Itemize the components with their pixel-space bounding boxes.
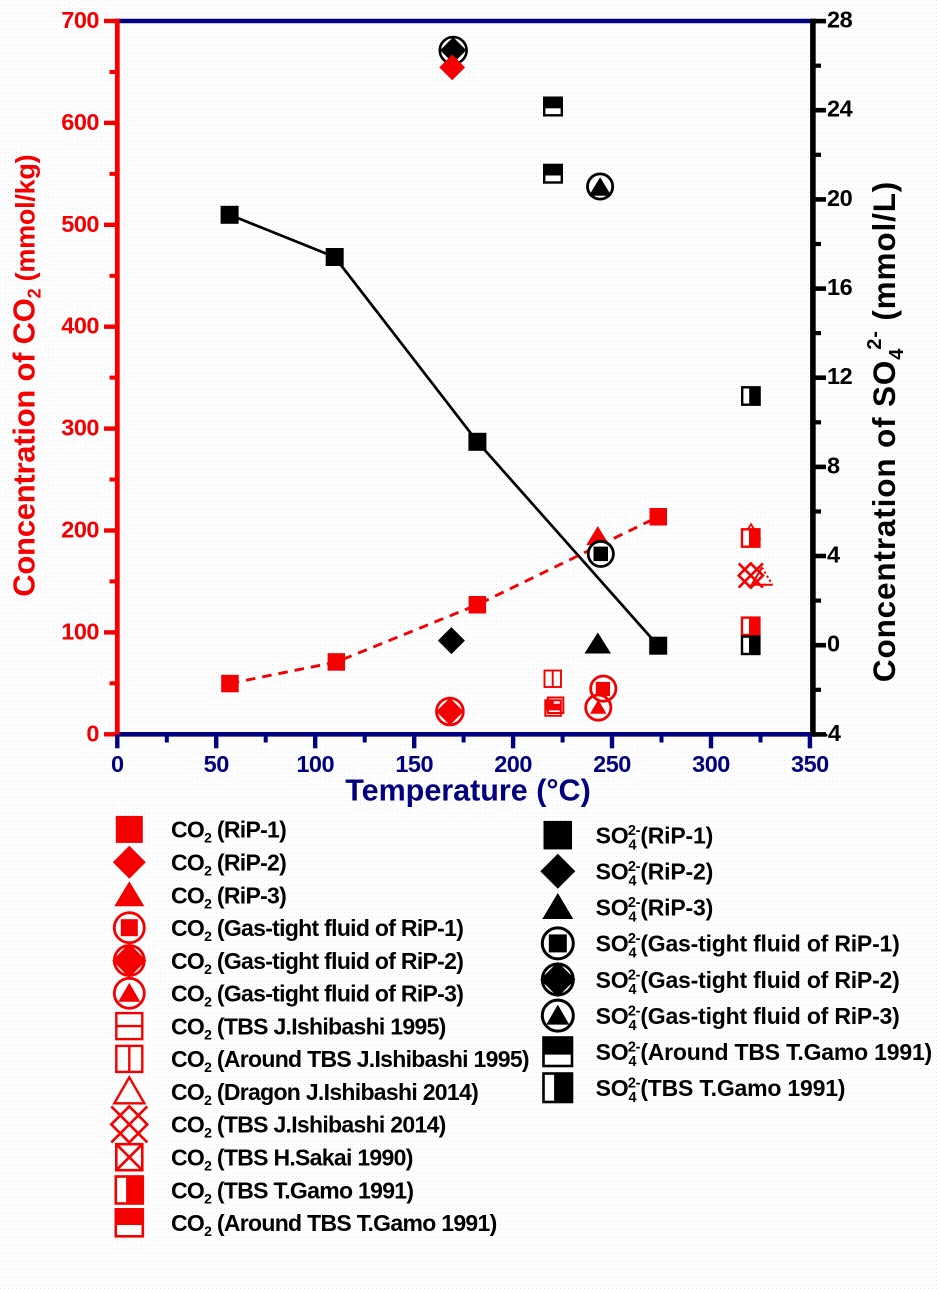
- svg-text:400: 400: [61, 313, 99, 339]
- svg-text:CO2 (RiP-2): CO2 (RiP-2): [171, 850, 286, 879]
- svg-text:CO2 (Around TBS J.Ishibashi 19: CO2 (Around TBS J.Ishibashi 1995): [171, 1046, 529, 1075]
- svg-text:0: 0: [111, 751, 124, 777]
- svg-text:CO2 (Dragon J.Ishibashi 2014): CO2 (Dragon J.Ishibashi 2014): [171, 1079, 478, 1108]
- svg-text:CO2 (Gas-tight fluid of RiP-2): CO2 (Gas-tight fluid of RiP-2): [171, 948, 463, 977]
- svg-text:SO42-(Gas-tight fluid of RiP-2: SO42-(Gas-tight fluid of RiP-2): [596, 967, 900, 998]
- svg-text:SO42-(Gas-tight fluid of RiP-3: SO42-(Gas-tight fluid of RiP-3): [596, 1003, 900, 1034]
- svg-text:CO2 (Around TBS T.Gamo 1991): CO2 (Around TBS T.Gamo 1991): [171, 1210, 497, 1239]
- svg-text:50: 50: [204, 751, 230, 777]
- svg-text:0: 0: [86, 720, 99, 746]
- svg-text:300: 300: [61, 415, 99, 441]
- svg-text:Concentration of SO42- (mmol/L: Concentration of SO42- (mmol/L): [864, 181, 908, 682]
- svg-text:CO2 (Gas-tight fluid of RiP-1): CO2 (Gas-tight fluid of RiP-1): [171, 915, 463, 944]
- svg-text:600: 600: [61, 109, 99, 135]
- svg-text:CO2 (TBS H.Sakai 1990): CO2 (TBS H.Sakai 1990): [171, 1145, 413, 1174]
- svg-text:CO2 (TBS J.Ishibashi 2014): CO2 (TBS J.Ishibashi 2014): [171, 1112, 446, 1141]
- svg-text:SO42-(RiP-1): SO42-(RiP-1): [596, 822, 713, 853]
- svg-text:CO2 (TBS T.Gamo 1991): CO2 (TBS T.Gamo 1991): [171, 1177, 413, 1206]
- svg-text:Concentration of CO2 (mmol/kg): Concentration of CO2 (mmol/kg): [7, 155, 45, 597]
- svg-text:CO2 (Gas-tight fluid of RiP-3): CO2 (Gas-tight fluid of RiP-3): [171, 981, 463, 1010]
- svg-text:700: 700: [61, 7, 99, 33]
- svg-text:20: 20: [827, 185, 853, 211]
- svg-text:150: 150: [395, 751, 433, 777]
- svg-text:Temperature (°C): Temperature (°C): [345, 774, 591, 808]
- svg-text:CO2 (TBS J.Ishibashi 1995): CO2 (TBS J.Ishibashi 1995): [171, 1013, 446, 1042]
- svg-text:SO42-(RiP-3): SO42-(RiP-3): [596, 895, 713, 926]
- svg-text:100: 100: [296, 751, 334, 777]
- svg-text:SO42-(Around TBS T.Gamo 1991): SO42-(Around TBS T.Gamo 1991): [596, 1039, 932, 1070]
- svg-text:28: 28: [827, 7, 853, 33]
- svg-text:200: 200: [494, 751, 532, 777]
- svg-text:4: 4: [827, 542, 840, 568]
- svg-text:100: 100: [61, 618, 99, 644]
- svg-text:350: 350: [791, 751, 829, 777]
- svg-text:500: 500: [61, 211, 99, 237]
- svg-text:250: 250: [593, 751, 631, 777]
- svg-text:12: 12: [827, 363, 853, 389]
- svg-text:CO2 (RiP-1): CO2 (RiP-1): [171, 817, 286, 846]
- svg-text:16: 16: [827, 274, 853, 300]
- svg-text:24: 24: [827, 96, 853, 122]
- svg-text:8: 8: [827, 452, 840, 478]
- svg-text:SO42-(Gas-tight fluid of RiP-1: SO42-(Gas-tight fluid of RiP-1): [596, 931, 900, 962]
- svg-text:200: 200: [61, 517, 99, 543]
- svg-text:-4: -4: [821, 720, 841, 746]
- svg-text:CO2 (RiP-3): CO2 (RiP-3): [171, 882, 286, 911]
- svg-text:300: 300: [692, 751, 730, 777]
- svg-text:SO42-(RiP-2): SO42-(RiP-2): [596, 859, 713, 890]
- svg-text:0: 0: [827, 631, 840, 657]
- svg-text:SO42-(TBS T.Gamo 1991): SO42-(TBS T.Gamo 1991): [596, 1075, 846, 1106]
